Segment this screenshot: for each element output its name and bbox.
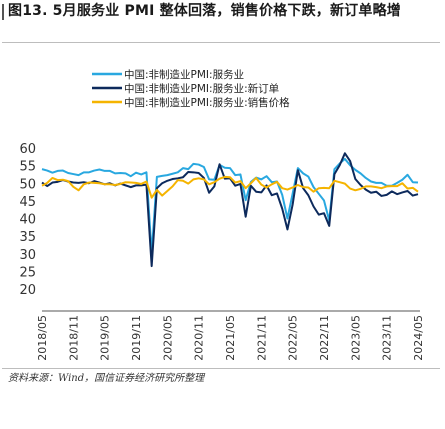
y-tick-label: 45 [19, 195, 36, 210]
x-tick-label: 2018/05 [36, 315, 49, 361]
x-tick-label: 2024/05 [412, 315, 425, 361]
x-tick-label: 2020/05 [161, 315, 174, 361]
figure-title: 图13. 5月服务业 PMI 整体回落，销售价格下跌，新订单略增 [8, 3, 401, 19]
x-tick-label: 2018/11 [67, 315, 80, 361]
x-tick-label: 2021/11 [255, 315, 268, 361]
legend-label-1: 中国:非制造业PMI:服务业 [124, 68, 244, 81]
x-tick-label: 2023/11 [381, 315, 394, 361]
series-line-1 [41, 157, 419, 255]
y-tick-label: 35 [19, 230, 36, 245]
y-tick-label: 25 [19, 265, 36, 280]
legend-label-2: 中国:非制造业PMI:服务业:新订单 [124, 82, 279, 95]
x-tick-label: 2019/05 [99, 315, 112, 361]
chart-container: 中国:非制造业PMI:服务业 中国:非制造业PMI:服务业:新订单 中国:非制造业P… [0, 44, 445, 366]
y-tick-label: 20 [19, 283, 36, 298]
figure-header: 图13. 5月服务业 PMI 整体回落，销售价格下跌，新订单略增 [0, 0, 445, 42]
x-tick-label: 2019/11 [130, 315, 143, 361]
y-tick-label: 40 [19, 213, 36, 228]
series-line-3 [41, 175, 419, 199]
y-tick-label: 60 [19, 142, 36, 157]
x-tick-label: 2022/11 [318, 315, 331, 361]
y-tick-label: 50 [19, 177, 36, 192]
x-tick-label: 2023/05 [349, 315, 362, 361]
source-note: 资料来源：Wind，国信证券经济研究所整理 [8, 373, 205, 384]
line-chart: 中国:非制造业PMI:服务业中国:非制造业PMI:服务业:新订单中国:非制造业P… [19, 68, 425, 361]
header-divider [2, 42, 440, 43]
y-axis: 20 25 30 35 40 45 50 55 60 [19, 142, 36, 298]
x-tick-label: 2022/05 [287, 315, 300, 361]
x-tick-label: 2020/11 [193, 315, 206, 361]
x-tick-label: 2021/05 [224, 315, 237, 361]
chart-legend: 中国:非制造业PMI:服务业中国:非制造业PMI:服务业:新订单中国:非制造业P… [92, 68, 290, 109]
title-marker [2, 4, 4, 20]
y-tick-label: 30 [19, 248, 36, 263]
y-tick-label: 55 [19, 160, 36, 175]
plot-area [41, 152, 419, 268]
x-axis: 2018/05 2018/11 2019/05 2019/11 2020/05 2020/… [36, 310, 425, 361]
footer-divider [2, 368, 440, 369]
legend-label-3: 中国:非制造业PMI:服务业:销售价格 [124, 96, 290, 109]
